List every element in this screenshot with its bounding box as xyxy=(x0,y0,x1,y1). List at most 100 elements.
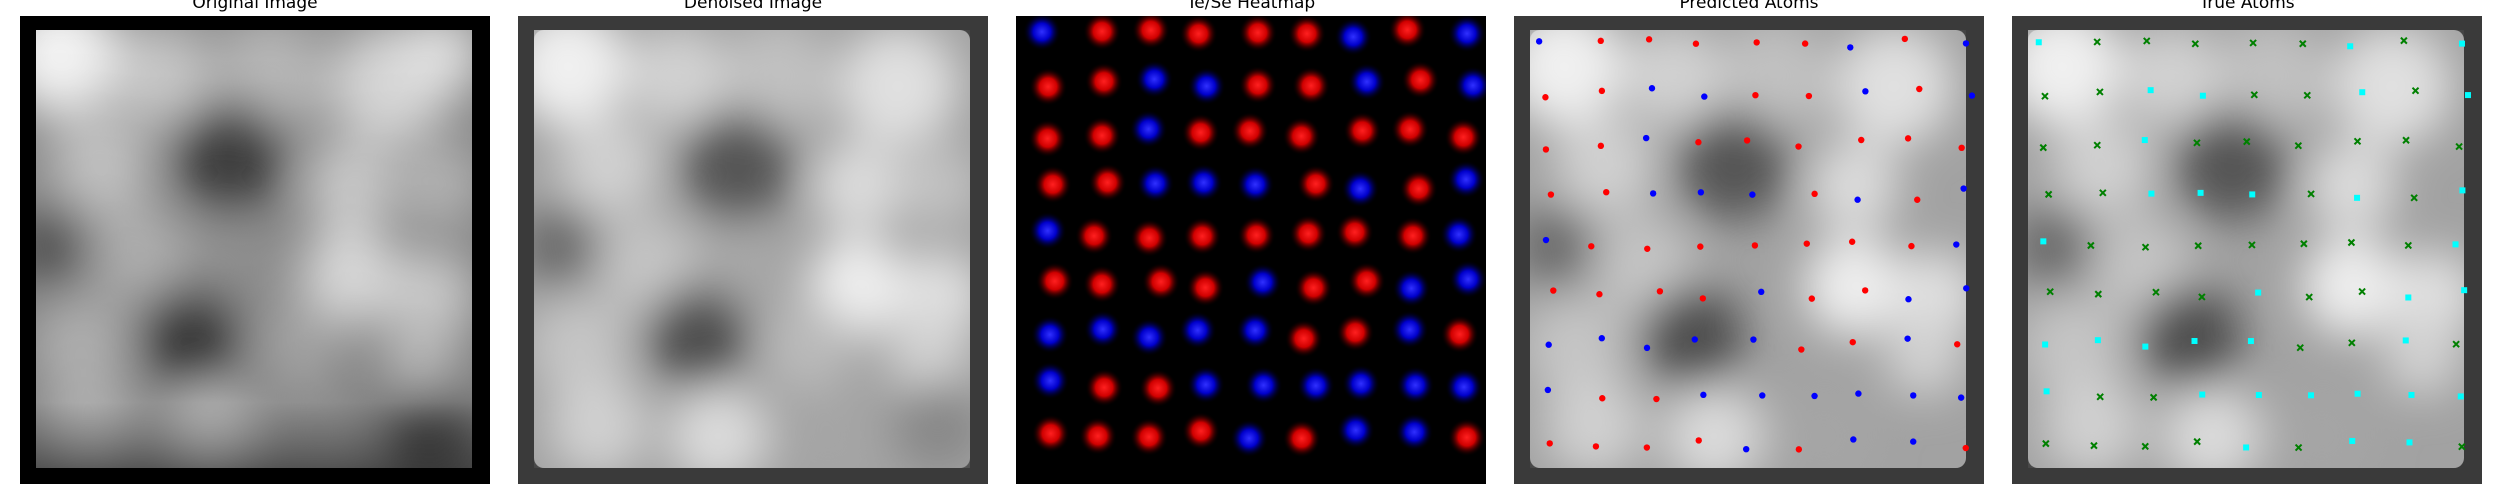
predicted-te-atom xyxy=(1697,243,1704,250)
true-te-marker xyxy=(2249,39,2257,47)
predicted-se-atom xyxy=(1960,185,1967,192)
te-blob xyxy=(1139,369,1178,408)
te-blob xyxy=(1181,412,1220,451)
predicted-se-atom xyxy=(1855,390,1862,397)
panel-denoised: Denoised Image xyxy=(518,0,988,500)
predicted-te-atom xyxy=(1542,94,1549,101)
true-se-marker xyxy=(2347,43,2354,50)
true-se-marker xyxy=(2043,388,2050,395)
predicted-se-atom xyxy=(1957,394,1965,401)
te-blob xyxy=(1084,62,1123,101)
predicted-te-atom xyxy=(1811,190,1818,198)
te-blob xyxy=(1179,16,1218,53)
predicted-te-atom xyxy=(1598,87,1606,95)
predicted-te-atom xyxy=(1596,291,1603,298)
predicted-te-atom xyxy=(1547,191,1555,198)
predicted-te-atom xyxy=(1908,242,1915,250)
true-te-marker xyxy=(2042,439,2050,448)
true-te-marker xyxy=(2243,137,2251,146)
se-blob xyxy=(1083,310,1122,349)
te-blob xyxy=(1282,117,1321,156)
predicted-se-atom xyxy=(1962,40,1970,47)
se-blob xyxy=(1136,164,1175,203)
predicted-te-atom xyxy=(1653,395,1660,403)
true-frame xyxy=(2012,16,2482,484)
true-te-marker xyxy=(2193,139,2201,147)
predicted-te-atom xyxy=(1752,91,1759,99)
true-se-marker xyxy=(2040,238,2047,245)
te-blob xyxy=(1131,16,1170,50)
te-blob xyxy=(1075,216,1114,255)
te-blob xyxy=(1287,16,1326,53)
se-blob xyxy=(1449,260,1486,299)
true-atoms xyxy=(2012,16,2482,484)
predicted-te-atom xyxy=(1597,142,1605,150)
panel-title-original: Original Image xyxy=(192,0,318,13)
predicted-te-atom xyxy=(1904,135,1912,142)
se-blob xyxy=(1236,311,1275,350)
true-te-marker xyxy=(2248,241,2256,249)
predicted-te-atom xyxy=(1801,40,1809,47)
predicted-se-atom xyxy=(1758,288,1765,296)
true-se-marker xyxy=(2199,391,2206,398)
true-te-marker xyxy=(2143,37,2151,45)
te-blob xyxy=(1440,315,1479,354)
predicted-te-atom xyxy=(1592,443,1600,450)
predicted-se-atom xyxy=(1742,445,1750,453)
true-te-marker xyxy=(2250,91,2258,99)
predicted-te-atom xyxy=(1656,288,1664,295)
true-te-marker xyxy=(2300,240,2308,248)
true-te-marker xyxy=(2194,242,2202,250)
predicted-te-atom xyxy=(1753,39,1760,46)
te-blob xyxy=(1335,213,1374,252)
true-se-marker xyxy=(2452,241,2459,248)
true-te-marker xyxy=(2348,339,2356,347)
se-blob xyxy=(1390,310,1429,349)
true-te-marker xyxy=(2193,437,2201,446)
se-blob xyxy=(1336,411,1375,450)
predicted-se-atom xyxy=(1545,341,1552,348)
se-blob xyxy=(1022,16,1061,51)
te-blob xyxy=(1078,417,1117,456)
predicted-se-atom xyxy=(1910,392,1917,399)
se-blob xyxy=(1184,163,1223,202)
true-te-marker xyxy=(2358,287,2366,296)
predicted-se-atom xyxy=(1697,189,1705,196)
true-se-marker xyxy=(2354,194,2361,201)
predicted-se-atom xyxy=(1862,88,1869,95)
predicted-se-atom xyxy=(1542,236,1550,244)
se-blob xyxy=(1028,211,1067,250)
te-blob xyxy=(1282,419,1321,458)
predicted-se-atom xyxy=(1963,285,1970,292)
predicted-se-atom xyxy=(1642,134,1650,142)
true-se-marker xyxy=(2042,341,2049,348)
true-se-marker xyxy=(2458,40,2465,47)
se-blob xyxy=(1031,361,1070,400)
te-blob xyxy=(1388,16,1427,49)
te-blob xyxy=(1399,169,1438,208)
te-blob xyxy=(1082,265,1121,304)
predicted-te-atom xyxy=(1916,85,1923,93)
true-se-marker xyxy=(2247,338,2254,345)
te-blob xyxy=(1238,65,1277,104)
predicted-se-atom xyxy=(1649,190,1657,197)
se-blob xyxy=(1447,16,1486,53)
se-blob xyxy=(1444,368,1483,407)
true-te-marker xyxy=(2198,293,2206,301)
predicted-te-atom xyxy=(1751,242,1759,249)
predicted-te-atom xyxy=(1550,287,1557,294)
se-blob xyxy=(1030,315,1069,354)
te-blob xyxy=(1336,313,1375,352)
true-te-marker xyxy=(2094,290,2102,298)
true-te-marker xyxy=(2152,288,2160,296)
predicted-te-atom xyxy=(1699,295,1707,302)
predicted-se-atom xyxy=(1854,196,1861,203)
true-te-marker xyxy=(2307,190,2315,198)
true-te-marker xyxy=(2093,141,2101,149)
true-se-marker xyxy=(2255,391,2262,398)
predicted-te-atom xyxy=(1599,395,1606,402)
heatmap-frame xyxy=(1016,16,1486,484)
predicted-te-atom xyxy=(1542,146,1550,153)
predicted-te-atom xyxy=(1805,92,1813,100)
true-se-marker xyxy=(2249,191,2256,198)
